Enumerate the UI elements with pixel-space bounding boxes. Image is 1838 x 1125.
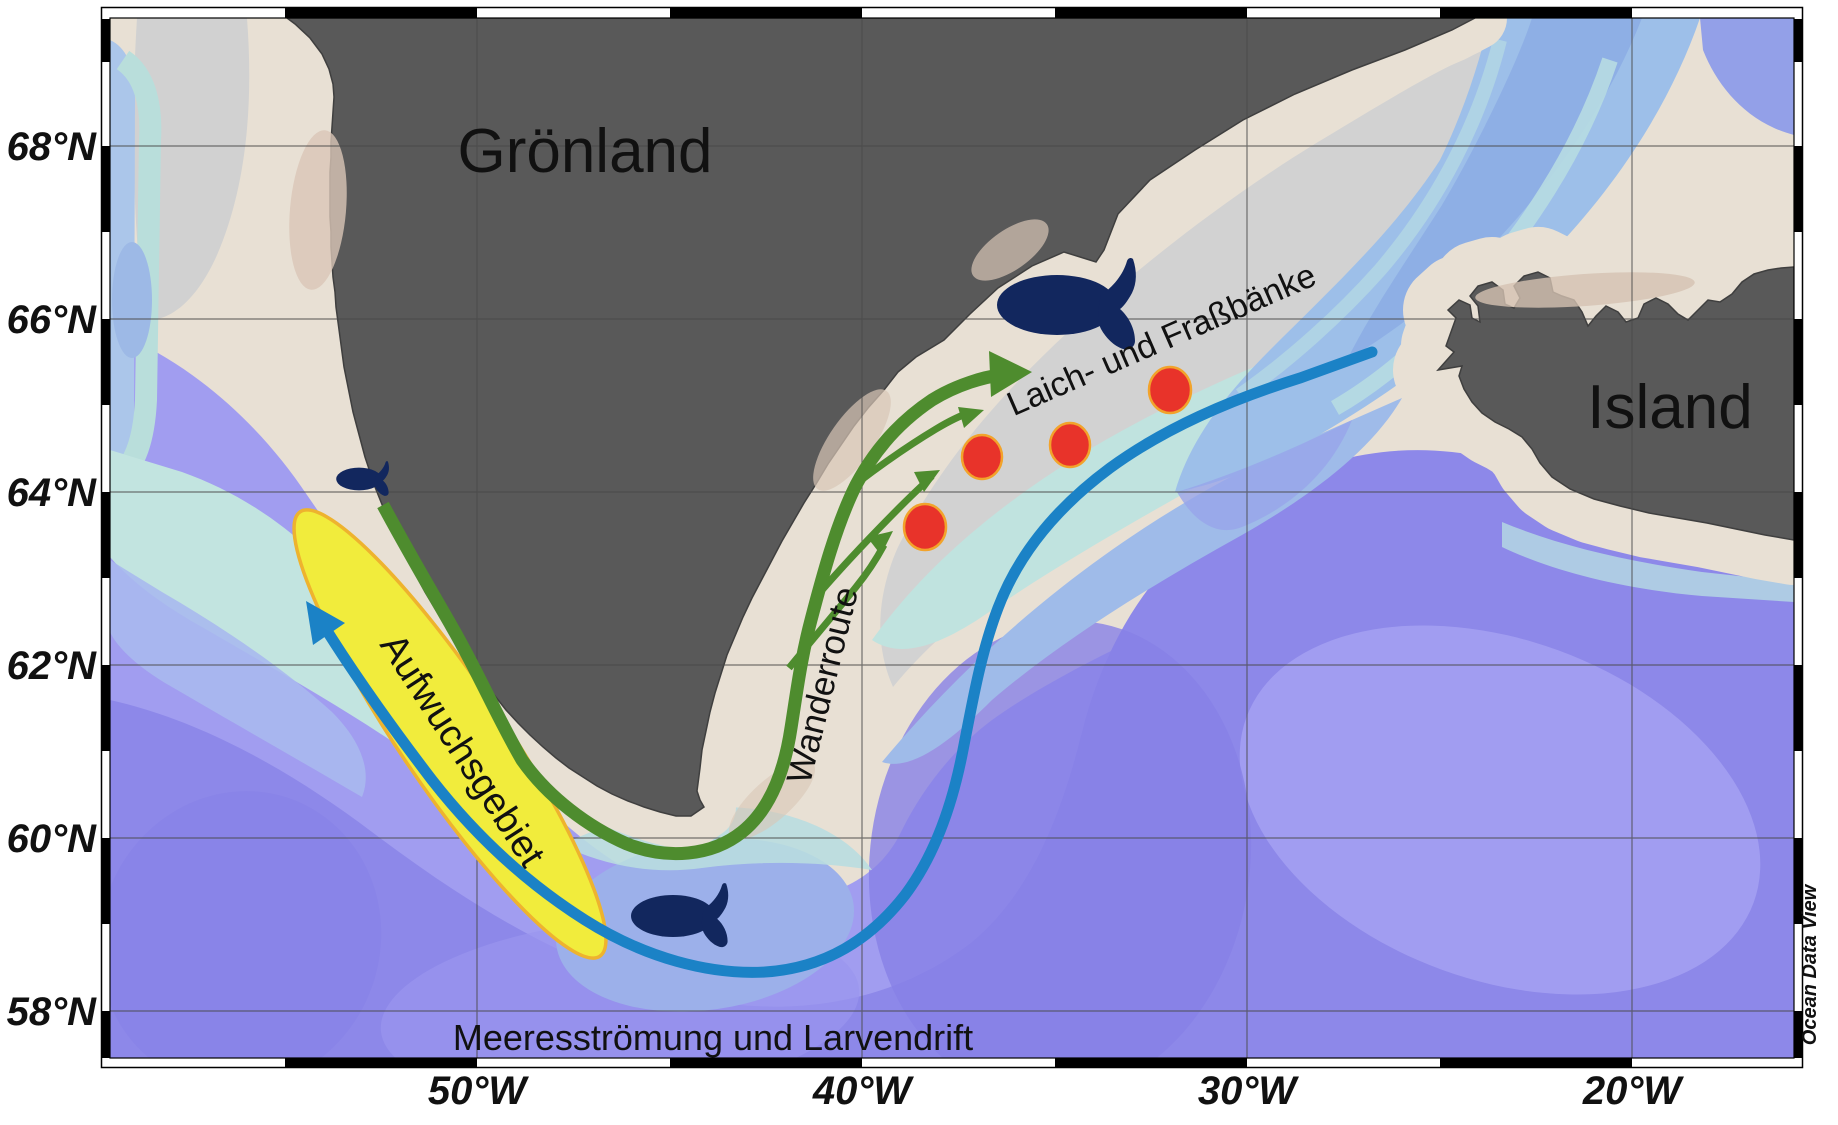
migration-branch — [786, 543, 888, 671]
current-path — [323, 346, 1378, 978]
grey-water-northwest — [133, 18, 250, 321]
lat-tick-label: 60°N — [7, 817, 97, 861]
map-frame — [100, 6, 1804, 1069]
southwest-cyan-wedge — [110, 450, 394, 740]
west-edge-blue-patch — [112, 242, 152, 358]
blue-streak — [1177, 420, 1352, 531]
iceland-landmass — [1393, 222, 1794, 585]
migration-main-path — [377, 368, 1001, 861]
lat-tick-label: 58°N — [7, 990, 97, 1034]
fish-icons — [336, 257, 1136, 948]
lon-tick-label: 40°W — [812, 1069, 914, 1113]
northeast-corner-blue — [1700, 18, 1794, 135]
migration-branch-arrowhead — [958, 407, 984, 428]
deep-water-patch-sw — [110, 791, 382, 1058]
iceland-south-cyan-fringe — [1502, 522, 1794, 602]
current-larval-drift-label: Meeresströmung und Larvendrift — [453, 1017, 973, 1058]
current-arrowhead — [306, 601, 345, 645]
strait-cyan-west — [1235, 38, 1507, 401]
migration-route-arrows — [377, 351, 1032, 861]
iceland-land — [1436, 266, 1794, 541]
lon-tick-label: 20°W — [1582, 1069, 1684, 1113]
lat-tick-label: 66°N — [7, 298, 97, 342]
graticule — [110, 18, 1794, 1058]
spawning-ground-marker — [1048, 421, 1092, 469]
iceland-label: Island — [1587, 373, 1752, 442]
deep-water-light-patch — [1239, 625, 1761, 995]
spawning-ground-marker — [960, 433, 1004, 481]
lat-tick-label: 68°N — [7, 125, 97, 169]
spawning-ground-marker — [1147, 365, 1193, 415]
shallow-brown-patch — [1475, 272, 1695, 308]
lon-tick-label: 30°W — [1198, 1069, 1299, 1113]
spawning-ground-markers — [902, 365, 1193, 552]
ocean-data-view-watermark: Ocean Data View — [1799, 883, 1821, 1045]
migration-main-arrowhead — [989, 351, 1032, 397]
fish-icon-large — [997, 257, 1136, 350]
fish-icon-small — [336, 461, 389, 496]
lon-tick-label: 50°W — [428, 1069, 529, 1113]
migration-branch-arrowhead — [914, 470, 940, 492]
current-arrow — [306, 346, 1378, 978]
spawning-ground-marker — [902, 502, 948, 552]
greenland-label: Grönland — [457, 117, 712, 186]
lat-tick-label: 64°N — [7, 471, 97, 515]
fish-icon-medium — [631, 883, 729, 948]
lat-tick-label: 62°N — [7, 644, 97, 688]
latitude-axis: 68°N 66°N 64°N 62°N 60°N 58°N — [7, 125, 97, 1034]
shallow-brown-patch — [813, 389, 891, 491]
longitude-axis: 50°W 40°W 30°W 20°W — [428, 1069, 1684, 1113]
southwest-blue-band — [110, 560, 366, 797]
shallow-brown-patch — [289, 130, 347, 290]
frame-tick-segments — [102, 8, 1802, 1067]
shallow-brown-patch — [971, 219, 1049, 281]
